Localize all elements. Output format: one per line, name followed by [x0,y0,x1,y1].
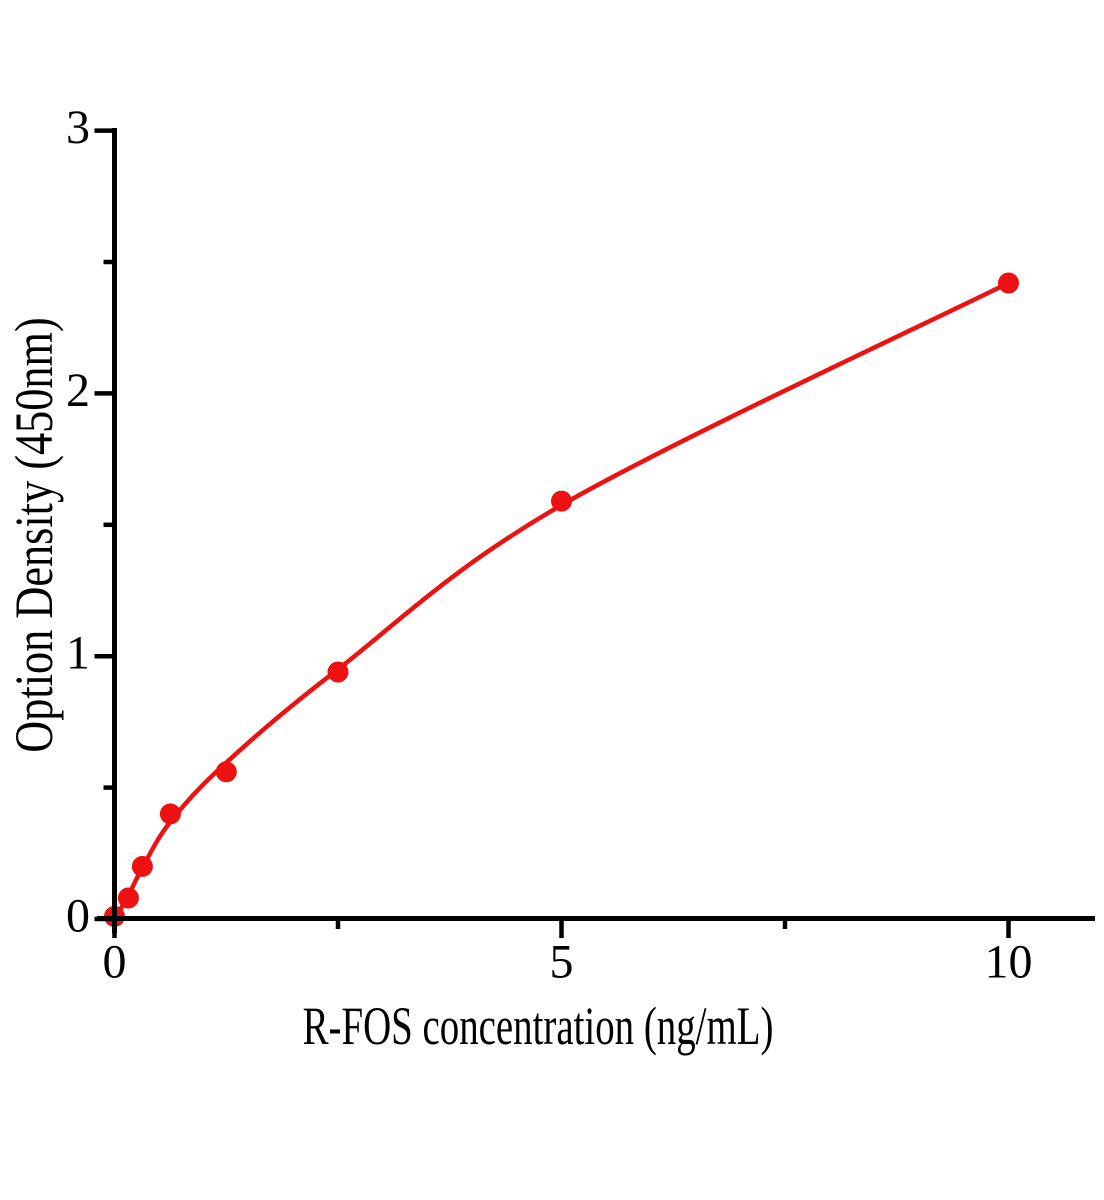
data-point [998,272,1019,294]
x-tick-label: 0 [103,936,127,989]
data-point [551,490,572,512]
x-tick-label: 10 [985,936,1033,989]
x-tick-label: 5 [550,936,574,989]
data-point [215,761,237,783]
y-tick-label: 2 [66,364,90,417]
x-axis-title: R-FOS concentration (ng/mL) [302,996,774,1056]
y-tick-label: 0 [66,890,90,943]
y-tick-label: 1 [66,627,90,680]
y-tick-label: 3 [66,101,90,154]
data-point [131,855,153,877]
data-point [159,803,181,825]
fit-curve [112,280,1011,922]
data-point [327,661,349,683]
y-axis-title: Option Density (450nm) [4,317,64,753]
data-point [117,887,139,909]
